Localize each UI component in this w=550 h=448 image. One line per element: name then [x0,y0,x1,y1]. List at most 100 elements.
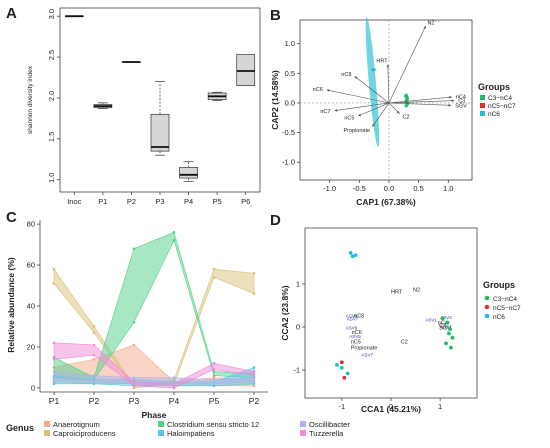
genus-legend-title: Genus [6,423,34,433]
panel-d-asv-label-2: ASV6 [346,326,358,331]
panel-b-xlabel: CAP1 (67.38%) [356,197,416,207]
panel-d-env-label-hrt-0: HRT [391,289,403,295]
panel-b-legend-swatch-nc6 [480,111,485,116]
panel-b-xtick-label-0-5: 0.5 [413,184,423,193]
panel-c-point-lower-haloimpatiens-1 [92,382,96,386]
genus-legend-caproiciproducens: Caproiciproducens [53,429,116,438]
panel-d-point-6 [339,360,344,365]
panel-b-vector-label-sgv: SGV [455,103,467,109]
panel-d-asv-label-4: ASV7 [362,352,374,357]
panel-d-point-11 [447,331,451,336]
panel-b-vector-nc4 [388,96,452,104]
panel-c-point-lower-tuzzerella-5 [252,374,256,377]
panel-c-point-upper-caproiciproducens-5 [252,271,256,275]
panel-d-asv-label-0: ASV8 [346,314,358,319]
panel-b-vector-head-nc4 [449,95,452,99]
panel-d-ylabel: CCA2 (23.8%) [280,285,290,340]
panel-b-vector-head-nc5 [358,113,362,117]
panel-letter-d: D [270,212,281,229]
panel-d-legend: Groups C3−nC4 nC5−nC7 nC6 [483,280,521,321]
panel-b-ytick-label-0-5: -0.5 [282,128,295,137]
panel-b-vector-label-hrt: HRT [376,58,388,64]
panel-c-point-upper-tuzzerella-2 [132,380,136,384]
panel-b-ytick-label-0-5: 0.5 [285,69,295,78]
panel-a-xtick-label-inoc: Inoc [67,197,81,206]
panel-b-vector-head-sgv [448,103,452,107]
panel-letter-c: C [6,209,17,226]
panel-c-point-lower-caproiciproducens-1 [92,331,96,334]
panel-d-xlabel: CCA1 (45.21%) [361,404,421,414]
panel-a-xtick-label-p6: P6 [241,197,250,206]
panel-b-vector-propionate [372,102,390,127]
panel-d-env-label-propionate-5: Propionate [351,345,378,351]
panel-b-ytick-label-0-0: 0.0 [285,98,295,107]
panel-d-point-3 [335,362,339,367]
panel-d-point-4 [339,365,344,370]
panel-c-point-lower-tuzzerella-1 [92,353,96,357]
panel-d-point-13 [444,341,448,346]
panel-b-vector-head-propionate [372,123,375,127]
panel-b-vector-sgv [388,102,452,106]
panel-c-xlabel: Phase [141,410,166,420]
panel-b-vector-c3 [388,100,455,104]
panel-a-ylabel: shannon diversity index [27,65,34,134]
panel-c-marks: 0 20 40 60 80 P1 P2 P3 P4 P5 P2 [27,220,260,406]
panel-b-vector-label-nc8: nC8 [341,72,351,78]
panel-c-xtick-label-4: P5 [209,396,220,406]
panel-a-xtick-label-p4: P4 [184,197,193,206]
panel-c-point-upper-anaerotignum-2 [132,343,136,347]
panel-c-point-lower-caproiciproducens-4 [212,276,216,279]
panel-d-env-label-sgv-9: SGV [439,326,451,332]
panel-b-legend-swatch-c3nc4 [480,95,485,100]
panel-d-asv-label-5: ASV1 [425,317,437,322]
panel-c-ylabel: Relative abundance (%) [6,257,16,353]
panel-b-legend-swatch-nc5nc7 [480,103,485,108]
genus-legend-swatch-clostridium [158,421,164,427]
panel-c-point-lower-caproiciproducens-2 [132,386,136,390]
panel-b-ytick-label-1-0: 1.0 [285,39,295,48]
panel-a-xtick-label-p5: P5 [213,197,222,206]
panel-b-ytick-label-1-0: -1.0 [282,158,295,167]
panel-c-ribbon-clostridium-sensu-stricto-12 [53,231,255,381]
panel-c-ytick-label-60: 60 [27,261,35,270]
panel-c-xtick-label-3: P4 [169,396,180,406]
panel-a-xtick-label-p1: P1 [98,197,107,206]
panel-c-point-lower-haloimpatiens-0 [52,382,56,386]
panel-c-point-upper-oscillibacter-2 [132,376,136,379]
panel-d-cca: CCA1 (45.21%) CCA2 (23.8%) -1 0 1 -1 0 1 HRT N2… [280,227,521,414]
panel-c-point-lower-tuzzerella-4 [212,368,216,371]
panel-c-xtick-label-1: P2 [89,396,100,406]
panel-a-xtick-label-p3: P3 [155,197,164,206]
panel-b-ylabel: CAP2 (14.58%) [270,70,280,130]
panel-b-legend-c3nc4: C3−nC4 [488,95,512,102]
panel-a-ytick-label-1-0: 1.0 [47,173,56,183]
panel-b-xtick-label-1-0: 1.0 [443,184,453,193]
panel-c-point-lower-oscillibacter-1 [92,380,96,384]
panel-a-box-p4 [179,167,198,179]
panel-c-point-lower-tuzzerella-3 [172,386,176,390]
panel-b-frame [299,19,473,181]
panel-d-asv-label-6: ASV3 [440,315,452,320]
panel-a-boxplot: shannon diversity index 1.0 1.5 2.0 2.5 3.0 I… [27,7,261,206]
panel-b-vector-head-n2 [423,25,426,29]
panel-c-point-upper-tuzzerella-4 [212,362,216,365]
panel-b-vector-label-c2: C2 [402,114,409,120]
panel-c-ytick-label-20: 20 [27,342,35,351]
panel-d-xtick-label-1: -1 [339,402,346,411]
panel-d-point-1 [350,254,355,259]
panel-d-env-label-nc4-7: nC4 [438,320,448,326]
panel-d-legend-dot-nc5nc7 [484,304,490,310]
panel-b-vector-n2 [388,25,427,104]
panel-c-xtick-label-5: P2 [249,396,260,406]
panel-d-ytick-label-1: -1 [293,366,300,375]
panel-letter-b: B [270,7,281,24]
panel-a-marks: 1.0 1.5 2.0 2.5 3.0 Inoc P1 P2 P3 P4 P5 P6 [47,9,256,206]
panel-b-vector-label-nc7: nC7 [320,109,330,115]
panel-d-asv-label-3: ASV5 [349,334,361,339]
panel-b-vector-nc8 [354,76,390,104]
panel-c-point-lower-clostridium-sensu-stricto-12-4 [212,374,216,377]
panel-a-ytick-label-2-0: 2.0 [47,91,56,101]
panel-c-ytick-label-0: 0 [31,383,35,392]
